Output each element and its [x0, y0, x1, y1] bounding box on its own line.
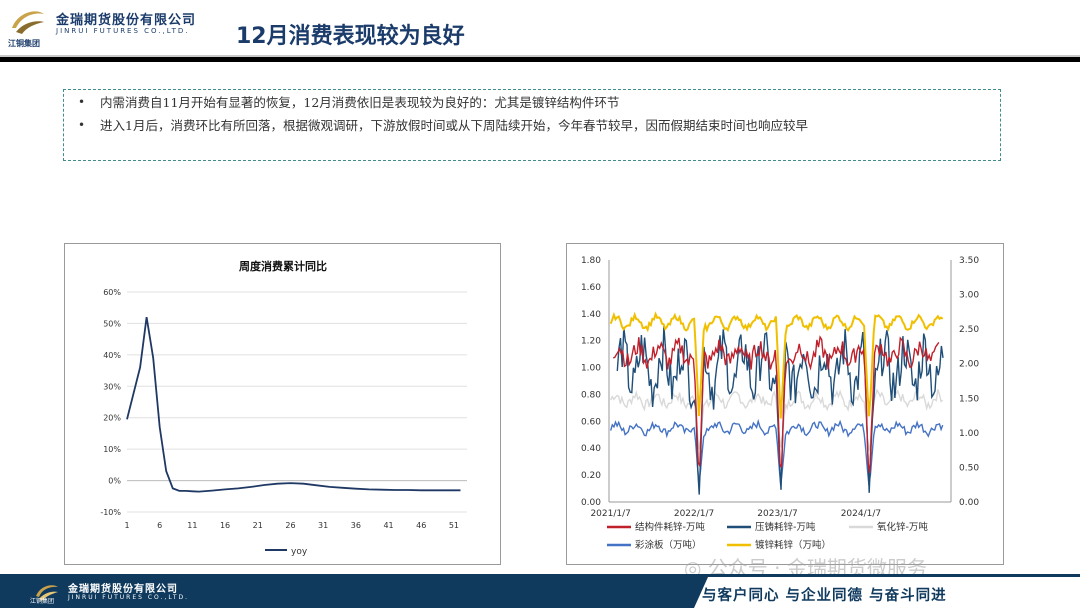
series-line-yoy	[126, 316, 461, 493]
y-left-tick-label: 0.40	[581, 444, 601, 454]
x-tick-label: 2021/1/7	[590, 509, 630, 519]
bullet-icon: •	[78, 118, 86, 132]
x-tick-label: 41	[383, 521, 393, 530]
series-line	[616, 326, 944, 495]
x-tick-label: 2023/1/7	[757, 509, 797, 519]
series-line	[612, 335, 940, 474]
x-tick-label: 1	[124, 521, 129, 530]
y-right-tick-label: 2.00	[959, 360, 979, 370]
y-tick-label: 30%	[103, 382, 121, 391]
x-tick-label: 2024/1/7	[841, 509, 881, 519]
x-tick-label: 16	[220, 521, 230, 530]
x-tick-label: 46	[416, 521, 426, 530]
y-tick-label: 50%	[103, 319, 121, 328]
footer-company-cn: 金瑞期货股份有限公司	[68, 584, 178, 595]
y-left-tick-label: 0.00	[581, 498, 601, 508]
summary-text: 进入1月后，消费环比有所回落，根据微观调研，下游放假时间或从下周陆续开始，今年春…	[100, 118, 808, 133]
x-tick-label: 21	[253, 521, 263, 530]
header-divider	[0, 57, 1080, 62]
y-tick-label: 20%	[103, 414, 121, 423]
company-name-cn: 金瑞期货股份有限公司	[56, 13, 197, 28]
y-right-tick-label: 3.50	[959, 256, 979, 266]
summary-text: 内需消费自11月开始有显著的恢复，12月消费依旧是表现较为良好的：尤其是镀锌结构…	[100, 95, 620, 110]
y-right-tick-label: 3.00	[959, 291, 979, 301]
company-logo: 江铜集团 金瑞期货股份有限公司 JINRUI FUTURES CO.,LTD.	[4, 6, 224, 50]
footer-logo-icon	[36, 585, 58, 601]
y-right-tick-label: 1.00	[959, 429, 979, 439]
y-tick-label: 60%	[103, 288, 121, 297]
page-title: 12月消费表现较为良好	[236, 24, 465, 49]
x-tick-label: 11	[187, 521, 197, 530]
logo-swoosh-icon	[12, 11, 44, 34]
chart1-canvas: 周度消费累计同比 60%50%40%30%20%10%0%-10% 1 6 11 16…	[100, 259, 467, 557]
header-divider-thin	[0, 55, 1080, 57]
chart1-title: 周度消费累计同比	[239, 259, 327, 273]
y-left-tick-label: 0.60	[581, 417, 601, 427]
group-name: 江铜集团	[8, 38, 40, 48]
x-tick-label: 31	[318, 521, 328, 530]
chart2-canvas: 1.80 1.60 1.40 1.20 1.00 0.80 0.60 0.40 0.20 0.00…	[581, 256, 979, 551]
y-right-tick-label: 0.00	[959, 498, 979, 508]
x-tick-label: 51	[449, 521, 459, 530]
y-right-tick-label: 1.50	[959, 394, 979, 404]
x-tick-label: 2022/1/7	[674, 509, 714, 519]
legend-label: 氧化锌-万吨	[877, 521, 928, 533]
y-left-tick-label: 1.40	[581, 310, 601, 320]
legend-label: 压铸耗锌-万吨	[755, 521, 816, 533]
y-left-tick-label: 1.20	[581, 337, 601, 347]
page-header: 江铜集团 金瑞期货股份有限公司 JINRUI FUTURES CO.,LTD. …	[0, 0, 1080, 62]
slogan-banner	[694, 577, 1080, 608]
y-tick-label: 10%	[103, 445, 121, 454]
bullet-icon: •	[78, 95, 86, 109]
x-tick-label: 36	[351, 521, 361, 530]
company-name-en: JINRUI FUTURES CO.,LTD.	[56, 27, 190, 35]
y-left-tick-label: 1.60	[581, 283, 601, 293]
y-tick-label: 40%	[103, 351, 121, 360]
y-tick-label: 0%	[108, 477, 121, 486]
legend-label: 结构件耗锌-万吨	[635, 521, 705, 533]
y-left-tick-label: 1.80	[581, 256, 601, 266]
series-line	[609, 311, 944, 419]
legend-label-yoy: yoy	[291, 547, 308, 557]
y-left-tick-label: 0.20	[581, 471, 601, 481]
series-line	[610, 418, 944, 486]
legend-label: 镀锌耗锌（万吨）	[755, 539, 831, 551]
footer-company-en: JINRUI FUTURES CO.,LTD.	[68, 594, 190, 601]
footer-group-name: 江铜集团	[30, 598, 55, 605]
slogan-text: 与客户同心 与企业同德 与奋斗同进	[702, 588, 947, 604]
y-left-tick-label: 1.00	[581, 364, 601, 374]
zinc-consumption-chart: 1.80 1.60 1.40 1.20 1.00 0.80 0.60 0.40 0.20 0.00…	[566, 243, 1004, 565]
summary-box: • 内需消费自11月开始有显著的恢复，12月消费依旧是表现较为良好的：尤其是镀锌…	[63, 89, 1001, 161]
summary-bullet: • 进入1月后，消费环比有所回落，根据微观调研，下游放假时间或从下周陆续开始，今…	[78, 117, 986, 134]
weekly-consumption-yoy-chart: 周度消费累计同比 60% 50% 40% 30% 20% 10% 0% -10% 1 6 11 16…	[64, 243, 501, 565]
y-left-tick-label: 0.80	[581, 390, 601, 400]
legend-label: 彩涂板（万吨）	[635, 539, 702, 551]
y-right-tick-label: 2.50	[959, 325, 979, 335]
x-tick-label: 26	[285, 521, 295, 530]
y-tick-label: -10%	[100, 508, 121, 517]
y-right-tick-label: 0.50	[959, 463, 979, 473]
x-tick-label: 6	[157, 521, 162, 530]
summary-bullet: • 内需消费自11月开始有显著的恢复，12月消费依旧是表现较为良好的：尤其是镀锌…	[78, 94, 986, 111]
